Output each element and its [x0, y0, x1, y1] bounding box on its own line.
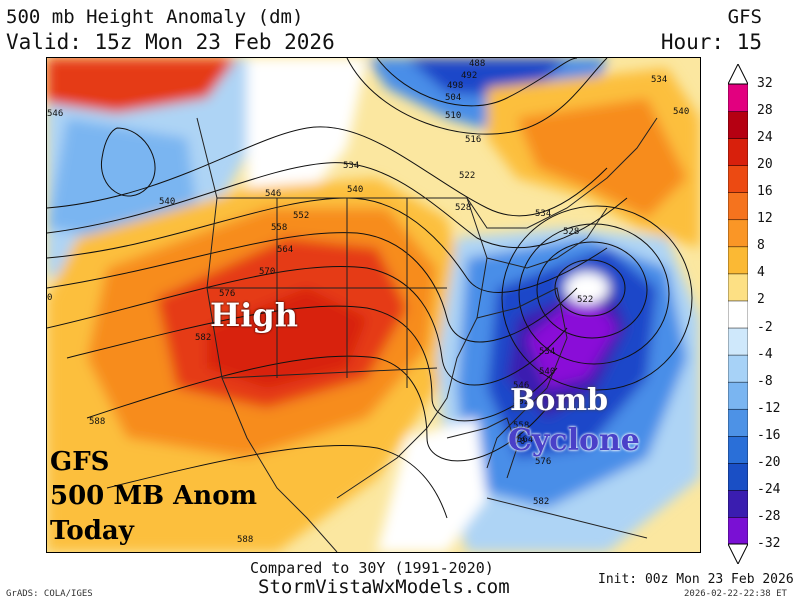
scale-segment — [727, 273, 749, 302]
contour-labels: 488 492 498 504 510 516 522 528 534 540 … — [47, 59, 689, 545]
contour-label: 498 — [447, 81, 463, 91]
geographic-boundaries — [196, 117, 658, 552]
scale-label: 24 — [757, 130, 773, 146]
init-time: Init: 00z Mon 23 Feb 2026 — [598, 572, 794, 587]
scale-segment — [727, 462, 749, 491]
scale-segment — [727, 408, 749, 437]
scale-bottom-arrow — [727, 543, 749, 566]
contour-label: 516 — [465, 135, 481, 145]
scale-segment — [727, 191, 749, 221]
contour-label: 576 — [219, 289, 235, 299]
contour-label: 564 — [517, 435, 533, 445]
scale-label: -32 — [757, 536, 781, 551]
contour-label: 558 — [271, 223, 287, 233]
contour-label: 522 — [459, 171, 475, 181]
scale-segment — [727, 354, 749, 383]
contour-label: 558 — [513, 421, 529, 431]
scale-segment — [727, 246, 749, 275]
scale-label: -28 — [757, 508, 781, 524]
climatology-note: Compared to 30Y (1991-2020) — [250, 559, 494, 577]
site-credit[interactable]: StormVistaWxModels.com — [258, 576, 510, 598]
scale-label: -24 — [757, 481, 781, 497]
contour-label: 510 — [445, 111, 461, 121]
contour-label: 534 — [539, 347, 555, 357]
model-name: GFS — [727, 6, 762, 28]
contour-label: 528 — [563, 227, 579, 237]
valid-time: Valid: 15z Mon 23 Feb 2026 — [6, 30, 335, 54]
contour-label: 534 — [535, 209, 551, 219]
contour-label: 588 — [237, 535, 253, 545]
scale-label: 12 — [757, 211, 773, 227]
contour-label: 540 — [347, 185, 363, 195]
contour-label: 540 — [159, 197, 175, 207]
scale-label: -16 — [757, 427, 781, 443]
scale-label: -8 — [757, 373, 773, 389]
contour-label: 492 — [461, 71, 477, 81]
scale-segment — [727, 300, 749, 329]
contour-label: 570 — [259, 267, 275, 277]
scale-segment — [727, 327, 749, 356]
map-canvas: 488 492 498 504 510 516 522 528 534 540 … — [47, 58, 700, 552]
generated-timestamp: 2026-02-22-22:38 ET — [684, 589, 787, 599]
contour-label: 534 — [651, 75, 667, 85]
scale-label: -2 — [757, 319, 773, 335]
scale-segment — [727, 516, 749, 545]
contour-label: 582 — [533, 497, 549, 507]
scale-segment — [727, 83, 749, 112]
contour-label: 546 — [265, 189, 281, 199]
contour-label: 552 — [293, 211, 309, 221]
scale-label: 4 — [757, 265, 765, 281]
contour-label: 552 — [513, 397, 529, 407]
map-title: 500 mb Height Anomaly (dm) — [6, 6, 304, 28]
caption-line2: 500 MB Anom — [50, 481, 258, 511]
scale-segment — [727, 381, 749, 410]
scale-label: 16 — [757, 184, 773, 200]
bomb-cyclone-label-line2: Cyclone — [508, 423, 640, 458]
contour-label: 546 — [513, 381, 529, 391]
contour-label: 504 — [445, 93, 461, 103]
contour-label: 564 — [277, 245, 293, 255]
caption-line1: GFS — [50, 447, 110, 477]
scale-label: 2 — [757, 292, 765, 308]
scale-segment — [727, 110, 749, 139]
scale-segment — [727, 137, 749, 166]
contour-label: 528 — [455, 203, 471, 213]
scale-segment — [727, 435, 749, 464]
bomb-cyclone-label-line1: Bomb — [510, 383, 609, 418]
color-scale-svg — [727, 62, 749, 566]
contour-label: 540 — [539, 367, 555, 377]
contour-label: 588 — [89, 417, 105, 427]
contour-label: 540 — [673, 107, 689, 117]
forecast-hour: Hour: 15 — [660, 30, 762, 54]
scale-label: 8 — [757, 238, 765, 254]
scale-label: -12 — [757, 400, 781, 416]
scale-label: -20 — [757, 454, 781, 470]
color-scale-bar — [727, 62, 749, 566]
scale-label: 32 — [757, 76, 773, 91]
scale-label: 20 — [757, 157, 773, 173]
contour-label: 582 — [195, 333, 211, 343]
scale-segment — [727, 164, 749, 193]
contour-label: 0 — [47, 293, 52, 303]
grads-credit: GrADS: COLA/IGES — [6, 589, 93, 599]
contour-label: 546 — [47, 109, 63, 119]
scale-label: 28 — [757, 103, 773, 119]
contour-label: 522 — [577, 295, 593, 305]
contour-label: 534 — [343, 161, 359, 171]
scale-label: -4 — [757, 346, 773, 362]
caption-line3: Today — [50, 516, 134, 546]
scale-segment — [727, 219, 749, 248]
anomaly-map: 488 492 498 504 510 516 522 528 534 540 … — [46, 57, 701, 553]
scale-top-arrow — [727, 62, 749, 85]
contour-label: 570 — [509, 437, 525, 447]
scale-segment — [727, 489, 749, 518]
high-label: High — [210, 296, 299, 334]
contour-label: 488 — [469, 59, 485, 69]
contour-label: 576 — [535, 457, 551, 467]
